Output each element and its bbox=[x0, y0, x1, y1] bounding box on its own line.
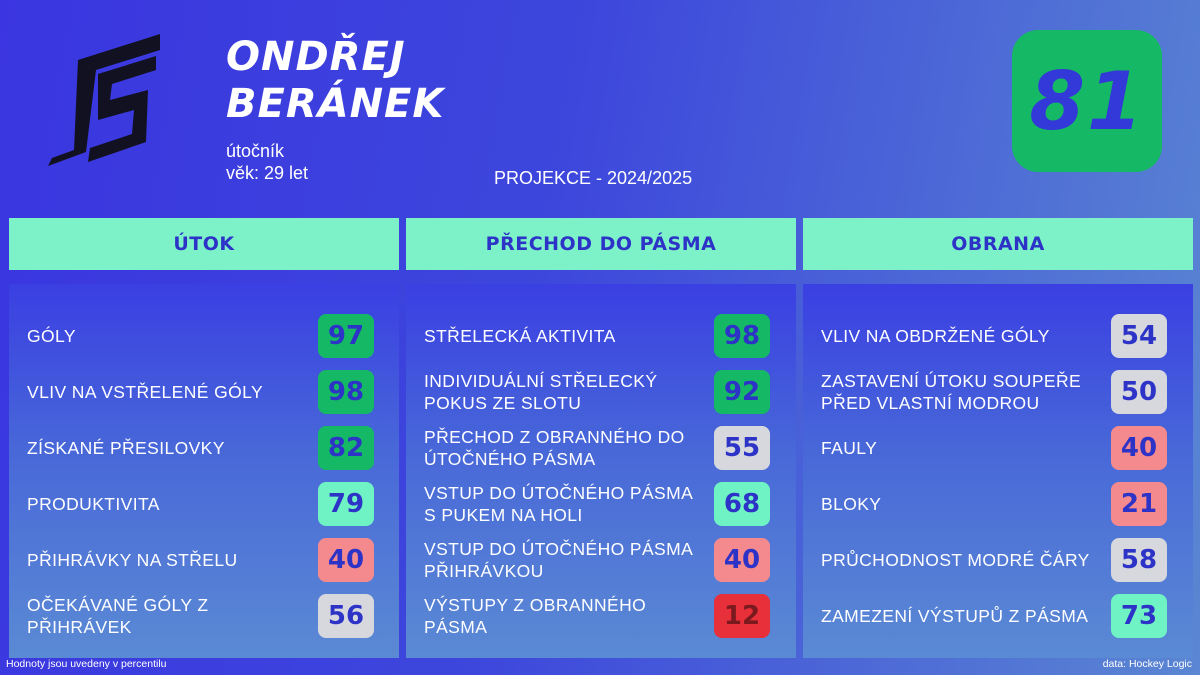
stat-row: VSTUP DO ÚTOČNÉHO PÁSMA PŘIHRÁVKOU 40 bbox=[406, 536, 796, 584]
stat-label: PRODUKTIVITA bbox=[27, 494, 160, 514]
column-body: VLIV NA OBDRŽENÉ GÓLY 54 ZASTAVENÍ ÚTOKU S… bbox=[803, 284, 1193, 658]
stat-label: PŘECHOD Z OBRANNÉHO DO ÚTOČNÉHO PÁSMA bbox=[424, 427, 685, 469]
brand-logo-icon bbox=[48, 34, 160, 166]
percentile-badge: 82 bbox=[318, 426, 374, 470]
player-name: ONDŘEJ BERÁNEK bbox=[226, 34, 444, 128]
column-obrana: OBRANA VLIV NA OBDRŽENÉ GÓLY 54 ZASTAVENÍ … bbox=[803, 218, 1193, 658]
stat-row: PŘIHRÁVKY NA STŘELU 40 bbox=[9, 536, 399, 584]
stat-row: STŘELECKÁ AKTIVITA 98 bbox=[406, 312, 796, 360]
stat-row: PRŮCHODNOST MODRÉ ČÁRY 58 bbox=[803, 536, 1193, 584]
player-age: věk: 29 let bbox=[226, 163, 309, 183]
player-last-name: BERÁNEK bbox=[226, 81, 445, 127]
percentile-badge: 40 bbox=[318, 538, 374, 582]
percentile-badge: 55 bbox=[714, 426, 770, 470]
stat-row: ZAMEZENÍ VÝSTUPŮ Z PÁSMA 73 bbox=[803, 592, 1193, 640]
stat-label: VLIV NA OBDRŽENÉ GÓLY bbox=[821, 326, 1050, 346]
column-header: OBRANA bbox=[803, 218, 1193, 270]
player-meta: útočník věk: 29 let bbox=[226, 140, 308, 184]
stat-label: PRŮCHODNOST MODRÉ ČÁRY bbox=[821, 550, 1090, 570]
stat-row: VLIV NA VSTŘELENÉ GÓLY 98 bbox=[9, 368, 399, 416]
player-first-name: ONDŘEJ bbox=[226, 34, 406, 80]
stat-label: GÓLY bbox=[27, 326, 76, 346]
percentile-badge: 58 bbox=[1111, 538, 1167, 582]
percentile-badge: 21 bbox=[1111, 482, 1167, 526]
column-body: STŘELECKÁ AKTIVITA 98 INDIVIDUÁLNÍ STŘELEC… bbox=[406, 284, 796, 658]
stat-label: FAULY bbox=[821, 438, 878, 458]
stat-label: VSTUP DO ÚTOČNÉHO PÁSMA S PUKEM NA HOLI bbox=[424, 483, 693, 525]
percentile-badge: 54 bbox=[1111, 314, 1167, 358]
stat-row: INDIVIDUÁLNÍ STŘELECKÝ POKUS ZE SLOTU 92 bbox=[406, 368, 796, 416]
percentile-badge: 56 bbox=[318, 594, 374, 638]
column-header: ÚTOK bbox=[9, 218, 399, 270]
stat-row: BLOKY 21 bbox=[803, 480, 1193, 528]
column-body: GÓLY 97 VLIV NA VSTŘELENÉ GÓLY 98 ZÍSKANÉ PŘ… bbox=[9, 284, 399, 658]
overall-rating-badge: 81 bbox=[1012, 30, 1162, 172]
column-header: PŘECHOD DO PÁSMA bbox=[406, 218, 796, 270]
projection-label: PROJEKCE - 2024/2025 bbox=[494, 168, 693, 188]
stat-row: VSTUP DO ÚTOČNÉHO PÁSMA S PUKEM NA HOLI 6… bbox=[406, 480, 796, 528]
percentile-badge: 40 bbox=[1111, 426, 1167, 470]
footer-source: data: Hockey Logic bbox=[1102, 658, 1192, 670]
stat-row: PŘECHOD Z OBRANNÉHO DO ÚTOČNÉHO PÁSMA 55 bbox=[406, 424, 796, 472]
stat-label: STŘELECKÁ AKTIVITA bbox=[424, 326, 616, 346]
percentile-badge: 50 bbox=[1111, 370, 1167, 414]
column-utok: ÚTOK GÓLY 97 VLIV NA VSTŘELENÉ GÓLY 98 ZÍSKA… bbox=[9, 218, 399, 658]
percentile-badge: 12 bbox=[714, 594, 770, 638]
stat-row: VLIV NA OBDRŽENÉ GÓLY 54 bbox=[803, 312, 1193, 360]
stat-row: OČEKÁVANÉ GÓLY Z PŘIHRÁVEK 56 bbox=[9, 592, 399, 640]
percentile-badge: 40 bbox=[714, 538, 770, 582]
stat-label: INDIVIDUÁLNÍ STŘELECKÝ POKUS ZE SLOTU bbox=[424, 371, 658, 413]
percentile-badge: 79 bbox=[318, 482, 374, 526]
stat-row: ZASTAVENÍ ÚTOKU SOUPEŘE PŘED VLASTNÍ MOD… bbox=[803, 368, 1193, 416]
stat-label: ZAMEZENÍ VÝSTUPŮ Z PÁSMA bbox=[821, 606, 1089, 626]
stat-row: ZÍSKANÉ PŘESILOVKY 82 bbox=[9, 424, 399, 472]
stat-label: VSTUP DO ÚTOČNÉHO PÁSMA PŘIHRÁVKOU bbox=[424, 539, 693, 581]
percentile-badge: 97 bbox=[318, 314, 374, 358]
percentile-badge: 73 bbox=[1111, 594, 1167, 638]
stat-label: OČEKÁVANÉ GÓLY Z PŘIHRÁVEK bbox=[27, 595, 209, 637]
player-position: útočník bbox=[226, 141, 285, 161]
percentile-badge: 98 bbox=[318, 370, 374, 414]
stat-label: BLOKY bbox=[821, 494, 882, 514]
percentile-badge: 68 bbox=[714, 482, 770, 526]
stat-label: VLIV NA VSTŘELENÉ GÓLY bbox=[27, 382, 264, 402]
stat-row: FAULY 40 bbox=[803, 424, 1193, 472]
stat-row: GÓLY 97 bbox=[9, 312, 399, 360]
percentile-badge: 98 bbox=[714, 314, 770, 358]
stat-label: ZÍSKANÉ PŘESILOVKY bbox=[27, 438, 225, 458]
column-prechod: PŘECHOD DO PÁSMA STŘELECKÁ AKTIVITA 98 IND… bbox=[406, 218, 796, 658]
stat-row: VÝSTUPY Z OBRANNÉHO PÁSMA 12 bbox=[406, 592, 796, 640]
stat-label: ZASTAVENÍ ÚTOKU SOUPEŘE PŘED VLASTNÍ MOD… bbox=[821, 371, 1082, 413]
footer-note: Hodnoty jsou uvedeny v percentilu bbox=[6, 658, 167, 670]
stat-label: VÝSTUPY Z OBRANNÉHO PÁSMA bbox=[424, 595, 647, 637]
stat-row: PRODUKTIVITA 79 bbox=[9, 480, 399, 528]
percentile-badge: 92 bbox=[714, 370, 770, 414]
stat-label: PŘIHRÁVKY NA STŘELU bbox=[27, 550, 238, 570]
